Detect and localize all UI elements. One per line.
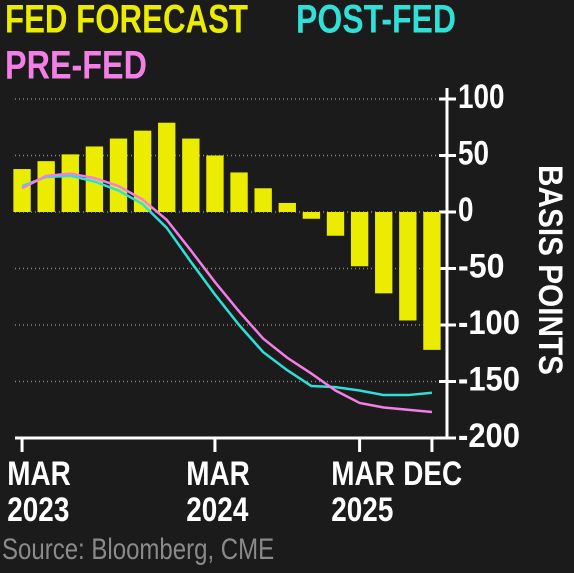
x-tick-label: MAR 2023 [7,455,71,529]
bar [158,122,176,212]
bar [13,169,31,212]
bar [302,212,321,219]
x-tick-label: MAR 2025 [330,455,395,529]
y-tick-label: -50 [458,247,505,285]
source: Source: Bloomberg, CME [2,533,275,566]
bar [37,161,55,212]
y-axis-label: BASIS POINTS [531,165,569,375]
bar [230,172,248,212]
line [21,172,433,414]
x-tick-label: DEC [403,455,463,493]
legend-label: PRE-FED [5,44,147,88]
y-tick-label: 50 [458,134,489,172]
bar [206,155,224,212]
bar [61,154,79,212]
bar [182,138,200,212]
legend-label: POST-FED [296,0,456,42]
bar [133,130,152,212]
legend-label: FED FORECAST [5,0,248,42]
line [21,174,433,397]
bar [350,212,369,267]
y-tick-label: 0 [458,191,474,229]
y-tick-label: -150 [458,360,520,398]
bar [326,212,345,236]
bar [109,138,128,212]
y-tick-label: -100 [458,304,520,342]
bar [254,188,272,212]
x-tick-label: MAR 2024 [186,455,250,529]
bar [278,202,296,212]
bar [399,212,417,321]
y-tick-label: -200 [458,417,520,455]
bar [423,212,441,350]
bar [375,212,393,294]
y-tick-label: 100 [458,78,505,116]
